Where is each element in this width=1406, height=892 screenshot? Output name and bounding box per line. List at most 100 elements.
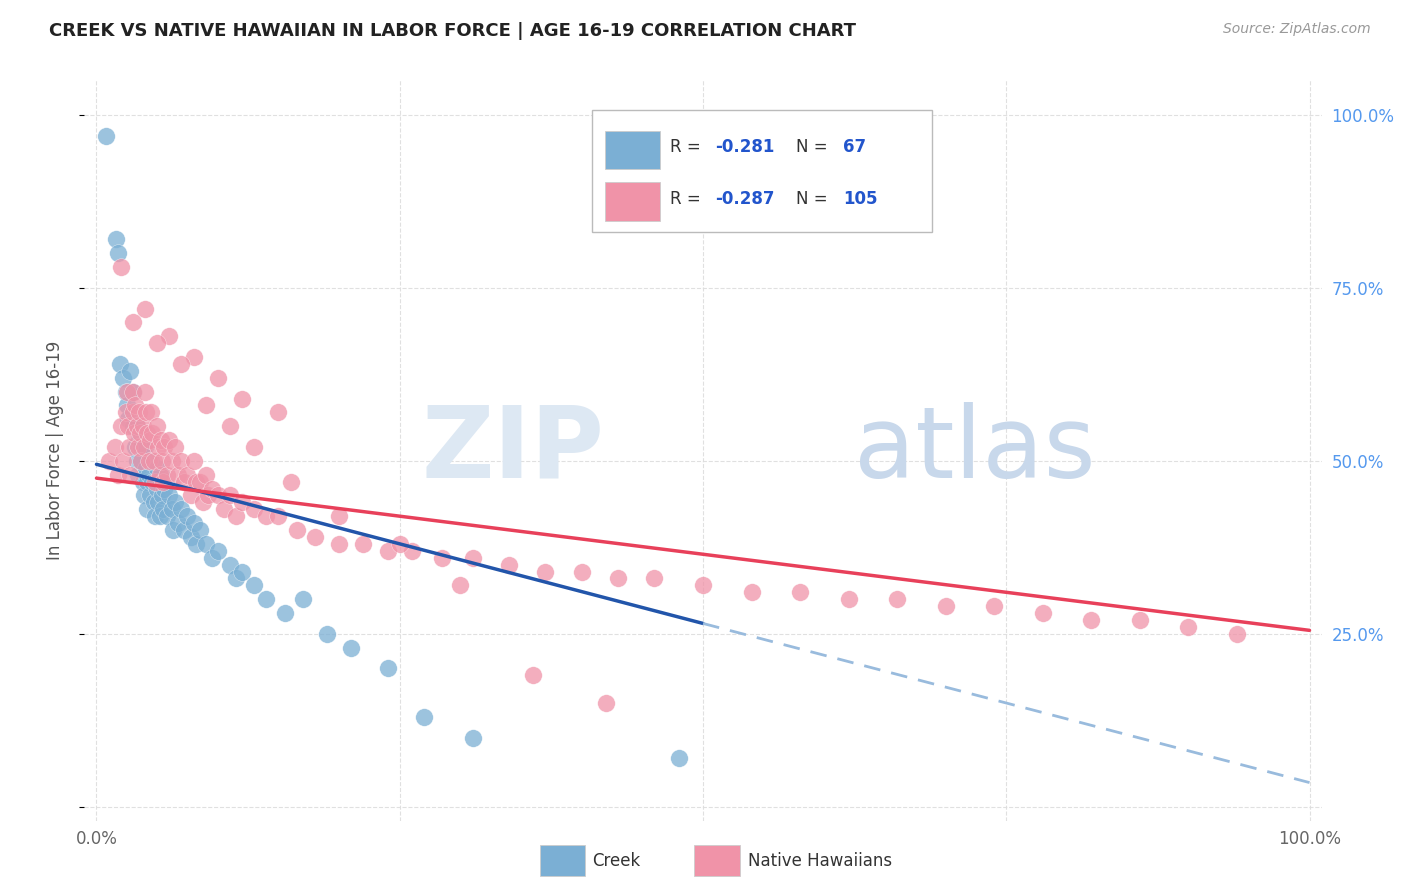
Point bbox=[115, 384, 138, 399]
Point bbox=[107, 467, 129, 482]
Point bbox=[328, 509, 350, 524]
Point bbox=[789, 585, 811, 599]
Point bbox=[377, 661, 399, 675]
Point bbox=[449, 578, 471, 592]
Point bbox=[127, 467, 149, 482]
Point bbox=[522, 668, 544, 682]
Point bbox=[184, 475, 207, 489]
Point bbox=[668, 751, 690, 765]
Point bbox=[120, 364, 142, 378]
Point bbox=[131, 419, 153, 434]
Point bbox=[118, 440, 141, 454]
Point bbox=[1129, 613, 1152, 627]
Point bbox=[110, 260, 132, 274]
Point bbox=[388, 537, 411, 551]
Point bbox=[188, 475, 211, 489]
Point bbox=[150, 454, 173, 468]
Point bbox=[461, 731, 484, 745]
Point bbox=[141, 475, 163, 489]
Point bbox=[432, 550, 454, 565]
Point bbox=[157, 329, 180, 343]
Point bbox=[153, 440, 176, 454]
Point bbox=[142, 454, 165, 468]
Point bbox=[148, 495, 170, 509]
Point bbox=[166, 467, 188, 482]
Point bbox=[838, 592, 860, 607]
FancyBboxPatch shape bbox=[592, 110, 932, 232]
Point bbox=[131, 440, 153, 454]
Point bbox=[134, 440, 156, 454]
Point bbox=[122, 315, 145, 329]
Point bbox=[136, 475, 159, 489]
Point bbox=[243, 578, 266, 592]
Point bbox=[129, 426, 152, 441]
Point bbox=[273, 606, 295, 620]
Point bbox=[170, 502, 193, 516]
Point bbox=[153, 482, 176, 496]
Point bbox=[132, 440, 155, 454]
Point bbox=[886, 592, 908, 607]
Point bbox=[122, 384, 145, 399]
FancyBboxPatch shape bbox=[695, 845, 740, 876]
Text: -0.281: -0.281 bbox=[716, 138, 775, 156]
Point bbox=[156, 509, 179, 524]
Point bbox=[194, 467, 217, 482]
Text: Source: ZipAtlas.com: Source: ZipAtlas.com bbox=[1223, 22, 1371, 37]
Point bbox=[183, 454, 205, 468]
Point bbox=[142, 495, 165, 509]
Text: R =: R = bbox=[669, 190, 706, 208]
Point bbox=[194, 537, 217, 551]
Point bbox=[219, 419, 242, 434]
Text: Native Hawaiians: Native Hawaiians bbox=[748, 853, 891, 871]
Point bbox=[141, 426, 163, 441]
Point bbox=[152, 475, 174, 489]
Point bbox=[304, 530, 326, 544]
Point bbox=[117, 419, 139, 434]
Point bbox=[125, 419, 148, 434]
Point bbox=[143, 509, 166, 524]
Point bbox=[201, 482, 224, 496]
Point bbox=[104, 232, 127, 246]
Point bbox=[692, 578, 714, 592]
Point bbox=[122, 426, 145, 441]
Point bbox=[201, 550, 224, 565]
Point bbox=[571, 565, 593, 579]
Point bbox=[165, 495, 187, 509]
Y-axis label: In Labor Force | Age 16-19: In Labor Force | Age 16-19 bbox=[45, 341, 63, 560]
Point bbox=[156, 467, 179, 482]
Point bbox=[122, 419, 145, 434]
Point bbox=[146, 336, 169, 351]
Point bbox=[114, 405, 136, 419]
Point bbox=[180, 488, 202, 502]
Point bbox=[96, 128, 118, 143]
Point bbox=[316, 627, 339, 641]
Point bbox=[104, 440, 127, 454]
FancyBboxPatch shape bbox=[540, 845, 585, 876]
Point bbox=[207, 488, 229, 502]
Point bbox=[401, 543, 423, 558]
Point bbox=[340, 640, 363, 655]
Point bbox=[136, 426, 159, 441]
Point bbox=[254, 592, 277, 607]
Point bbox=[607, 572, 630, 586]
Point bbox=[112, 371, 135, 385]
Point bbox=[173, 475, 195, 489]
Point bbox=[149, 467, 172, 482]
Point bbox=[108, 357, 131, 371]
Point bbox=[136, 502, 159, 516]
Point bbox=[243, 502, 266, 516]
Point bbox=[170, 454, 193, 468]
Point bbox=[157, 433, 180, 447]
Point bbox=[117, 412, 139, 426]
Point bbox=[138, 467, 160, 482]
Point bbox=[160, 502, 183, 516]
Point bbox=[207, 543, 229, 558]
Point bbox=[352, 537, 374, 551]
Text: ZIP: ZIP bbox=[422, 402, 605, 499]
Point bbox=[741, 585, 763, 599]
Point bbox=[138, 454, 160, 468]
Point bbox=[150, 488, 173, 502]
Point bbox=[128, 433, 150, 447]
Point bbox=[254, 509, 277, 524]
Point bbox=[125, 454, 148, 468]
